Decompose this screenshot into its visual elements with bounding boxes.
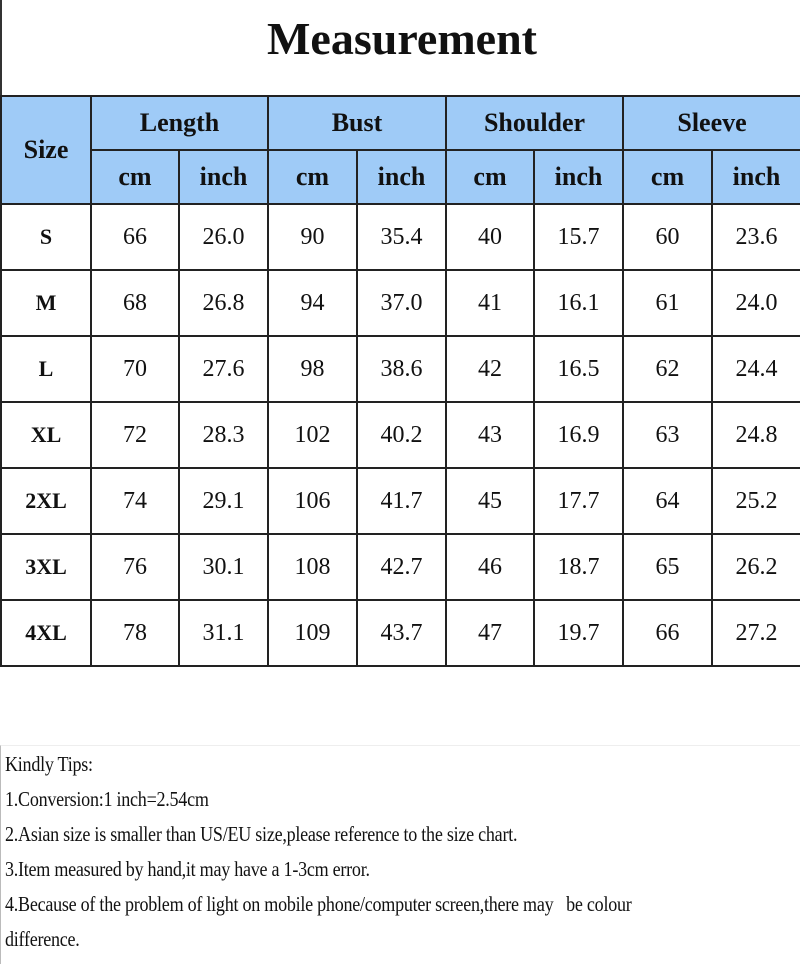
table-row: 2XL 74 29.1 106 41.7 45 17.7 64 25.2: [0, 467, 800, 535]
value-cell: 72: [90, 401, 180, 469]
table-row: S 66 26.0 90 35.4 40 15.7 60 23.6: [0, 203, 800, 271]
value-cell: 37.0: [355, 269, 448, 337]
header-unit-inch: inch: [533, 149, 625, 205]
size-chart-table: Size Length Bust Shoulder Sleeve cm inch c…: [0, 95, 800, 667]
value-cell: 16.1: [533, 269, 625, 337]
header-size: Size: [0, 95, 92, 205]
value-cell: 74: [90, 467, 180, 535]
tip-item: 1.Conversion:1 inch=2.54cm: [5, 787, 209, 811]
value-cell: 38.6: [355, 335, 448, 403]
value-cell: 76: [90, 533, 180, 601]
header-unit-inch: inch: [178, 149, 269, 205]
value-cell: 66: [622, 599, 714, 667]
value-cell: 30.1: [178, 533, 269, 601]
header-unit-cm: cm: [90, 149, 180, 205]
value-cell: 25.2: [711, 467, 800, 535]
value-cell: 16.9: [533, 401, 625, 469]
header-unit-cm: cm: [267, 149, 358, 205]
value-cell: 29.1: [178, 467, 269, 535]
tip-item: 3.Item measured by hand,it may have a 1-…: [5, 857, 370, 881]
value-cell: 27.6: [178, 335, 269, 403]
value-cell: 28.3: [178, 401, 269, 469]
header-length: Length: [90, 95, 269, 151]
table-row: M 68 26.8 94 37.0 41 16.1 61 24.0: [0, 269, 800, 337]
page-title: Measurement: [267, 13, 537, 64]
value-cell: 17.7: [533, 467, 625, 535]
size-cell: 4XL: [0, 599, 92, 667]
tips-title: Kindly Tips:: [5, 752, 93, 776]
size-cell: 2XL: [0, 467, 92, 535]
value-cell: 61: [622, 269, 714, 337]
value-cell: 27.2: [711, 599, 800, 667]
value-cell: 62: [622, 335, 714, 403]
value-cell: 26.2: [711, 533, 800, 601]
kindly-tips: Kindly Tips: 1.Conversion:1 inch=2.54cm …: [0, 745, 800, 964]
table-row: XL 72 28.3 102 40.2 43 16.9 63 24.8: [0, 401, 800, 469]
value-cell: 102: [267, 401, 358, 469]
value-cell: 109: [267, 599, 358, 667]
value-cell: 19.7: [533, 599, 625, 667]
value-cell: 15.7: [533, 203, 625, 271]
value-cell: 16.5: [533, 335, 625, 403]
value-cell: 42.7: [355, 533, 448, 601]
value-cell: 65: [622, 533, 714, 601]
table-row: 4XL 78 31.1 109 43.7 47 19.7 66 27.2: [0, 599, 800, 667]
value-cell: 40.2: [355, 401, 448, 469]
value-cell: 43: [445, 401, 536, 469]
table-row: L 70 27.6 98 38.6 42 16.5 62 24.4: [0, 335, 800, 403]
size-cell: L: [0, 335, 92, 403]
tip-item: difference.: [5, 927, 80, 951]
value-cell: 98: [267, 335, 358, 403]
value-cell: 64: [622, 467, 714, 535]
value-cell: 26.0: [178, 203, 269, 271]
header-unit-inch: inch: [355, 149, 448, 205]
value-cell: 24.4: [711, 335, 800, 403]
value-cell: 24.8: [711, 401, 800, 469]
value-cell: 42: [445, 335, 536, 403]
value-cell: 46: [445, 533, 536, 601]
value-cell: 90: [267, 203, 358, 271]
value-cell: 24.0: [711, 269, 800, 337]
value-cell: 68: [90, 269, 180, 337]
header-sleeve: Sleeve: [622, 95, 800, 151]
header-bust: Bust: [266, 95, 448, 151]
header-shoulder: Shoulder: [445, 95, 625, 151]
value-cell: 41.7: [355, 467, 448, 535]
value-cell: 23.6: [711, 203, 800, 271]
value-cell: 31.1: [178, 599, 269, 667]
size-cell: M: [0, 269, 92, 337]
value-cell: 43.7: [355, 599, 448, 667]
value-cell: 60: [622, 203, 714, 271]
value-cell: 26.8: [178, 269, 269, 337]
header-unit-cm: cm: [622, 149, 714, 205]
value-cell: 35.4: [355, 203, 448, 271]
value-cell: 66: [90, 203, 180, 271]
value-cell: 45: [445, 467, 536, 535]
value-cell: 78: [90, 599, 180, 667]
tip-item: 2.Asian size is smaller than US/EU size,…: [5, 822, 518, 846]
value-cell: 106: [267, 467, 358, 535]
table-row: 3XL 76 30.1 108 42.7 46 18.7 65 26.2: [0, 533, 800, 601]
header-unit-inch: inch: [711, 149, 800, 205]
title-area: Measurement: [0, 0, 800, 96]
value-cell: 63: [622, 401, 714, 469]
tip-item: 4.Because of the problem of light on mob…: [5, 892, 632, 916]
value-cell: 18.7: [533, 533, 625, 601]
header-unit-cm: cm: [445, 149, 536, 205]
size-cell: XL: [0, 401, 92, 469]
value-cell: 40: [445, 203, 536, 271]
value-cell: 47: [445, 599, 536, 667]
value-cell: 108: [267, 533, 358, 601]
value-cell: 41: [445, 269, 536, 337]
value-cell: 70: [90, 335, 180, 403]
value-cell: 94: [267, 269, 358, 337]
size-cell: S: [0, 203, 92, 271]
size-cell: 3XL: [0, 533, 92, 601]
